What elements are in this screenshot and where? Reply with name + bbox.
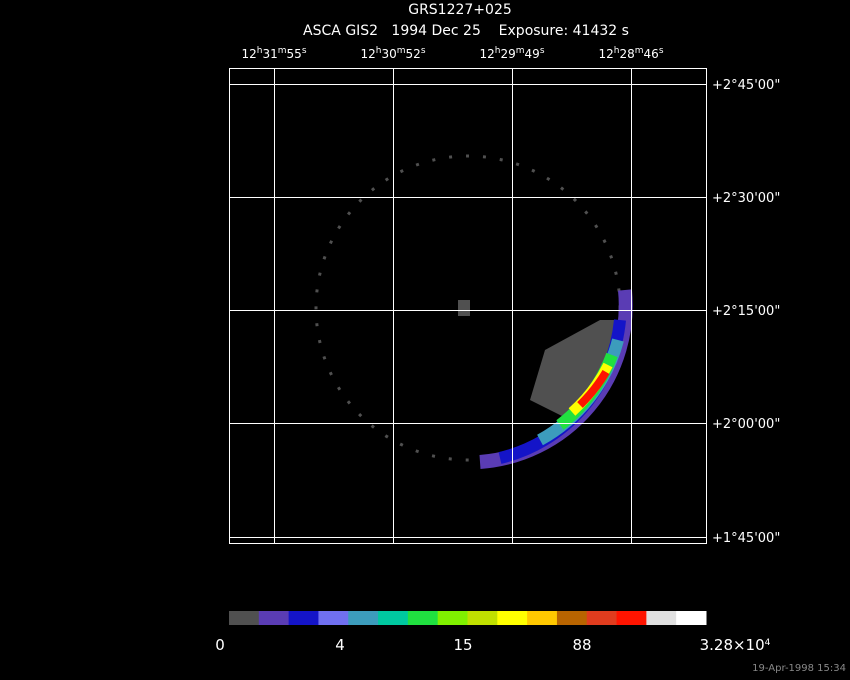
- superscript: s: [540, 46, 545, 56]
- superscript: h: [376, 46, 382, 56]
- dec-label: +2°00'00": [712, 417, 780, 432]
- dec-label: +2°30'00": [712, 191, 780, 206]
- colorbar-swatch: [556, 611, 588, 625]
- label-part: 88: [572, 636, 591, 654]
- label: 12h28m46s: [598, 46, 663, 61]
- coordinate-grid: [229, 68, 707, 544]
- label-part: 55: [287, 47, 302, 61]
- frame: [229, 68, 707, 544]
- superscript: h: [614, 46, 620, 56]
- subtitle: ASCA GIS2 1994 Dec 25 Exposure: 41432 s: [303, 23, 629, 39]
- image: [314, 154, 633, 469]
- speck: [458, 300, 470, 316]
- label-part: 30: [381, 47, 396, 61]
- colorbar-swatch: [318, 611, 349, 625]
- dec-label: +2°45'00": [712, 78, 780, 93]
- label-part: 12: [360, 47, 375, 61]
- label: 3.28×104: [700, 636, 771, 654]
- superscript: s: [421, 46, 426, 56]
- colorbar-swatch: [676, 611, 707, 625]
- label: 88: [572, 636, 591, 654]
- label: 15: [453, 636, 472, 654]
- label-part: 46: [644, 47, 659, 61]
- superscript: m: [635, 46, 644, 56]
- colorbar-swatch: [467, 611, 498, 625]
- colorbar-swatch: [497, 611, 528, 625]
- superscript: m: [278, 46, 287, 56]
- label-part: 12: [241, 47, 256, 61]
- colorbar-swatch: [616, 611, 647, 625]
- label-part: 4: [335, 636, 345, 654]
- label-part: 29: [500, 47, 515, 61]
- superscript: s: [659, 46, 664, 56]
- superscript: 4: [765, 638, 771, 648]
- superscript: m: [516, 46, 525, 56]
- superscript: h: [257, 46, 263, 56]
- colorbar-swatch: [407, 611, 439, 625]
- dec-label: +1°45'00": [712, 531, 780, 546]
- label-part: 52: [406, 47, 421, 61]
- label-part: 15: [453, 636, 472, 654]
- label: 12h29m49s: [479, 46, 544, 61]
- label-part: 3.28×10: [700, 636, 765, 654]
- colorbar-swatch: [258, 611, 290, 625]
- colorbar-swatch: [229, 611, 260, 625]
- label: 4: [335, 636, 345, 654]
- label-part: 12: [479, 47, 494, 61]
- label-part: 0: [215, 636, 225, 654]
- label-part: 12: [598, 47, 613, 61]
- dec-label: +2°15'00": [712, 304, 780, 319]
- title: GRS1227+025: [408, 2, 512, 18]
- label: 12h30m52s: [360, 46, 425, 61]
- timestamp: 19-Apr-1998 15:34: [752, 663, 846, 674]
- superscript: h: [495, 46, 501, 56]
- colorbar-swatch: [527, 611, 558, 625]
- label-part: 49: [525, 47, 540, 61]
- label-part: 28: [619, 47, 634, 61]
- label: 0: [215, 636, 225, 654]
- colorbar-swatch: [586, 611, 618, 625]
- arc-red: [577, 369, 610, 408]
- gray-region: [530, 320, 620, 420]
- colorbar-swatch: [288, 611, 319, 625]
- label: 12h31m55s: [241, 46, 306, 61]
- colorbar-swatch: [646, 611, 677, 625]
- colorbar-swatch: [378, 611, 409, 625]
- label-part: 31: [262, 47, 277, 61]
- colorbar-swatch: [348, 611, 379, 625]
- colorbar-swatch: [437, 611, 468, 625]
- superscript: m: [397, 46, 406, 56]
- superscript: s: [302, 46, 307, 56]
